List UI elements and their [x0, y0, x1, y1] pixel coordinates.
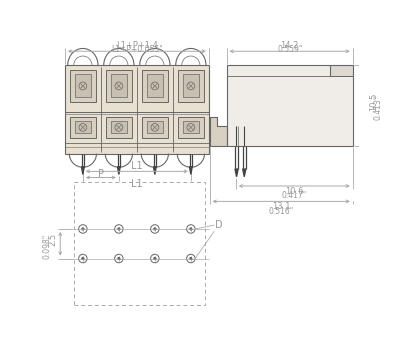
- Polygon shape: [82, 167, 84, 174]
- Circle shape: [154, 228, 156, 230]
- Text: 0.516": 0.516": [269, 207, 294, 216]
- Text: 14.2: 14.2: [280, 41, 299, 50]
- Bar: [74, 75, 91, 98]
- Text: L1: L1: [131, 180, 143, 189]
- Text: 2.5: 2.5: [48, 233, 57, 246]
- Circle shape: [154, 258, 156, 259]
- Bar: [70, 117, 96, 138]
- Bar: [106, 117, 132, 138]
- Circle shape: [190, 258, 192, 259]
- Text: P: P: [98, 169, 104, 178]
- Bar: [146, 75, 163, 98]
- Polygon shape: [210, 117, 226, 146]
- Text: 0.413": 0.413": [374, 95, 383, 120]
- Bar: [182, 75, 199, 98]
- Text: D: D: [215, 220, 223, 230]
- Circle shape: [82, 258, 84, 259]
- Text: 10.5: 10.5: [369, 92, 378, 111]
- Bar: [110, 75, 127, 98]
- Bar: [74, 121, 91, 133]
- Text: L1: L1: [131, 161, 143, 171]
- Polygon shape: [243, 169, 246, 177]
- Text: 13.1: 13.1: [272, 202, 290, 211]
- Polygon shape: [118, 167, 120, 174]
- Polygon shape: [235, 169, 238, 177]
- Bar: [146, 121, 163, 133]
- Circle shape: [82, 228, 84, 230]
- Bar: [110, 121, 127, 133]
- Polygon shape: [154, 167, 156, 174]
- Bar: [142, 70, 168, 102]
- Text: 10.6: 10.6: [285, 187, 304, 196]
- Bar: [226, 65, 353, 146]
- Circle shape: [190, 228, 192, 230]
- Bar: [70, 70, 96, 102]
- Text: 0.559": 0.559": [277, 45, 302, 54]
- Bar: [182, 121, 199, 133]
- Bar: [65, 65, 209, 154]
- Bar: [106, 70, 132, 102]
- Bar: [142, 117, 168, 138]
- Bar: [178, 70, 204, 102]
- Polygon shape: [190, 167, 192, 174]
- Bar: [74, 182, 205, 305]
- Text: 0.098": 0.098": [43, 233, 52, 259]
- Circle shape: [118, 258, 120, 259]
- Bar: [330, 65, 353, 76]
- Bar: [178, 117, 204, 138]
- Text: 0.417": 0.417": [282, 191, 307, 201]
- Text: L1+P+0.055": L1+P+0.055": [111, 45, 163, 54]
- Text: L1+P+1.4: L1+P+1.4: [116, 41, 158, 50]
- Circle shape: [118, 228, 120, 230]
